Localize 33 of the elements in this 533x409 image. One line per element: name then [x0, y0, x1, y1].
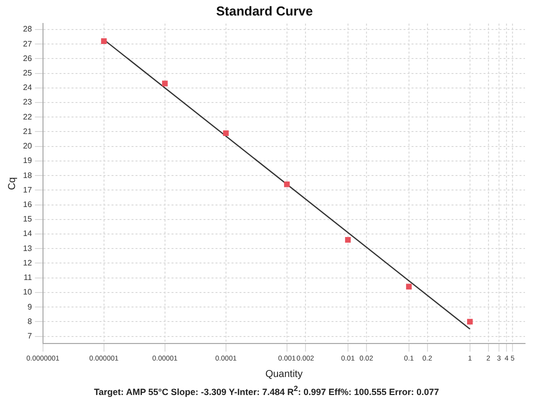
y-tick-label: 14 [22, 229, 32, 238]
y-tick-label: 28 [22, 24, 32, 34]
text: Target: AMP 55°C Slope: -3.309 Y-Inter: 7.484 R$^{2}$: 0.997 Eff%: 100.555 Error: 0.077 [92, 384, 440, 397]
y-tick-label: 18 [22, 170, 32, 180]
y-tick-label: 23 [22, 98, 32, 107]
y-tick-label: 24 [22, 83, 32, 92]
y-tick-label: 8 [27, 316, 32, 326]
y-tick-label: 26 [22, 54, 32, 63]
y-tick-label: 20 [22, 142, 32, 151]
y-tick-label: 16 [22, 200, 32, 209]
point [345, 237, 351, 243]
point [223, 130, 229, 136]
y-tick-label: 12 [22, 258, 32, 268]
y-tick-label: 9 [27, 302, 32, 312]
y-tick-label: 13 [22, 244, 32, 253]
y-tick-label: 27 [22, 39, 32, 48]
y-tick-label: 10 [22, 288, 32, 297]
y-tick-label: 22 [22, 112, 32, 122]
point [101, 38, 107, 44]
y-tick-label: 19 [22, 156, 32, 166]
x-axis-title: Quantity [265, 368, 303, 380]
point [162, 80, 168, 86]
point [467, 318, 473, 325]
y-tick-label: 25 [22, 68, 32, 78]
chart-title: Standard Curve [216, 3, 313, 18]
y-tick-label: 15 [22, 214, 32, 224]
point [284, 182, 290, 188]
y-axis-title: Cq [6, 177, 18, 190]
y-tick-label: 11 [24, 273, 32, 282]
y-tick-label: 7 [27, 331, 32, 340]
y-tick-label: 17 [22, 185, 32, 194]
point [406, 284, 412, 290]
y-tick-label: 21 [22, 126, 32, 136]
